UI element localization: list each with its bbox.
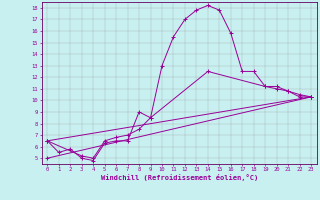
X-axis label: Windchill (Refroidissement éolien,°C): Windchill (Refroidissement éolien,°C): [100, 174, 258, 181]
